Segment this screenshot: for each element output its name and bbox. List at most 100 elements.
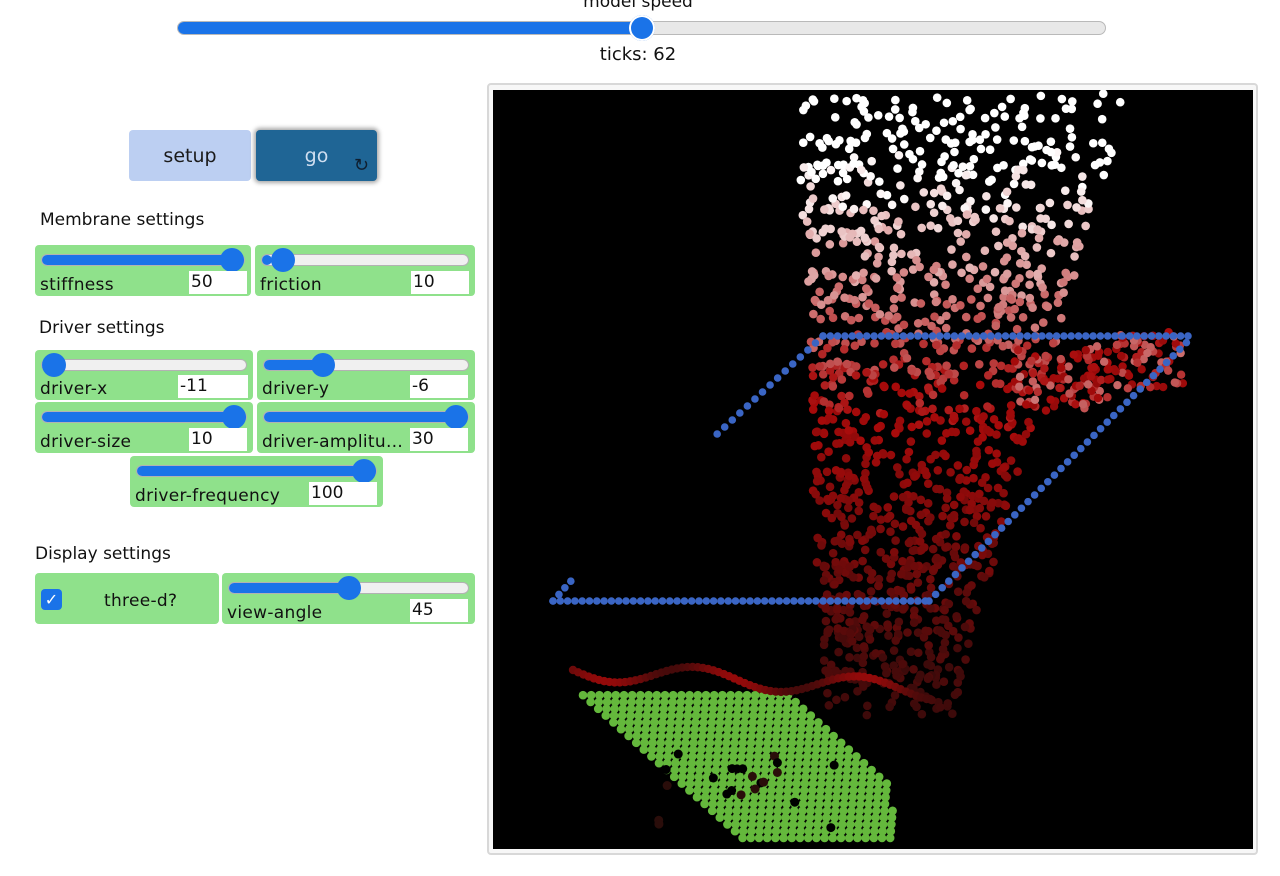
model-speed-thumb[interactable] xyxy=(628,15,655,41)
driver-size-slider[interactable]: driver-size 10 xyxy=(35,402,253,453)
membrane-dot xyxy=(834,427,843,437)
driver-patch-dot xyxy=(674,718,684,727)
membrane-dot xyxy=(1028,303,1037,312)
stiffness-thumb[interactable] xyxy=(220,248,244,272)
view-angle-slider[interactable]: view-angle 45 xyxy=(222,573,475,624)
driver-frequency-slider[interactable]: driver-frequency 100 xyxy=(130,456,383,507)
driver-patch-dot xyxy=(830,806,840,816)
membrane-dot xyxy=(913,578,923,587)
driver-x-value[interactable]: -11 xyxy=(178,375,248,398)
driver-size-thumb[interactable] xyxy=(222,405,246,429)
boundary-dot xyxy=(561,584,569,592)
driver-frequency-track[interactable] xyxy=(136,459,377,483)
view-angle-thumb[interactable] xyxy=(336,576,361,600)
membrane-dot xyxy=(928,544,938,554)
stiffness-track[interactable] xyxy=(41,248,245,272)
driver-patch-dot xyxy=(799,786,809,795)
membrane-dot xyxy=(924,272,933,282)
membrane-dot xyxy=(870,216,879,225)
boundary-dot xyxy=(1070,451,1078,460)
driver-patch-dot xyxy=(859,765,868,775)
membrane-dot xyxy=(847,636,857,646)
membrane-dot xyxy=(1112,340,1122,350)
driver-x-track[interactable] xyxy=(41,353,247,377)
driver-patch-dot xyxy=(859,758,869,768)
driver-patch-dot xyxy=(734,690,744,700)
membrane-dot xyxy=(808,405,818,414)
stiffness-value[interactable]: 50 xyxy=(189,271,247,294)
driver-patch-dot xyxy=(680,745,690,754)
membrane-dot xyxy=(1098,89,1108,99)
world-view[interactable] xyxy=(493,89,1253,849)
membrane-dot xyxy=(887,134,897,143)
membrane-dot xyxy=(1033,269,1042,279)
membrane-dot xyxy=(864,113,873,122)
driver-patch-dot xyxy=(717,697,727,707)
membrane-dot xyxy=(973,561,982,571)
driver-patch-dot xyxy=(701,690,711,700)
driver-patch-dot xyxy=(798,704,808,714)
driver-patch-dot xyxy=(779,826,789,836)
membrane-dot xyxy=(815,287,824,297)
driver-y-slider[interactable]: driver-y -6 xyxy=(257,350,475,400)
friction-track[interactable] xyxy=(261,248,469,272)
boundary-dot xyxy=(1011,511,1019,519)
driver-size-value[interactable]: 10 xyxy=(189,428,247,451)
driver-patch-dot xyxy=(733,704,742,714)
boundary-dot xyxy=(751,395,759,403)
membrane-dot xyxy=(1039,318,1048,327)
view-angle-track[interactable] xyxy=(228,576,469,600)
boundary-dot xyxy=(796,353,805,361)
driver-patch-dot xyxy=(870,820,880,829)
friction-thumb[interactable] xyxy=(271,248,296,272)
driver-patch-dot xyxy=(816,779,826,788)
driver-patch-dot xyxy=(647,745,657,754)
boundary-dot xyxy=(951,570,960,579)
membrane-dot xyxy=(844,471,854,481)
driver-patch-dot xyxy=(706,724,716,734)
driver-amplitude-track[interactable] xyxy=(263,405,469,429)
stiffness-slider[interactable]: stiffness 50 xyxy=(35,245,251,296)
membrane-dot xyxy=(854,632,864,642)
three-d-checkbox[interactable]: ✓ xyxy=(41,589,62,610)
driver-patch-dot xyxy=(726,690,735,700)
driver-y-track[interactable] xyxy=(263,353,469,377)
driver-y-value[interactable]: -6 xyxy=(410,375,468,398)
membrane-dot xyxy=(961,312,971,322)
membrane-dot xyxy=(1129,342,1139,351)
driver-patch-dot xyxy=(714,731,724,741)
driver-patch-dot xyxy=(764,724,773,734)
driver-patch-dot xyxy=(878,820,888,829)
friction-slider[interactable]: friction 10 xyxy=(255,245,475,296)
friction-value[interactable]: 10 xyxy=(411,271,469,294)
membrane-dot xyxy=(852,93,861,103)
driver-patch-dot xyxy=(764,813,774,822)
driver-amplitude-slider[interactable]: driver-amplitu… 30 xyxy=(257,402,475,453)
driver-patch-dot xyxy=(675,704,685,714)
driver-frequency-value[interactable]: 100 xyxy=(309,482,377,505)
driver-amplitude-value[interactable]: 30 xyxy=(410,428,468,451)
driver-frequency-thumb[interactable] xyxy=(352,459,376,483)
view-angle-value[interactable]: 45 xyxy=(410,599,468,622)
driver-y-thumb[interactable] xyxy=(310,353,335,377)
model-speed-slider[interactable] xyxy=(177,15,1106,41)
membrane-dot xyxy=(960,622,970,632)
membrane-dot xyxy=(961,252,971,262)
driver-x-slider[interactable]: driver-x -11 xyxy=(35,350,253,400)
driver-x-thumb[interactable] xyxy=(42,353,66,377)
membrane-dot xyxy=(962,465,972,475)
driver-size-track[interactable] xyxy=(41,405,247,429)
three-d-switch[interactable]: three-d? xyxy=(35,573,219,624)
membrane-dot xyxy=(1037,158,1047,168)
driver-patch-dot xyxy=(820,738,830,748)
go-button[interactable]: go ↻ xyxy=(256,130,377,181)
membrane-dot xyxy=(865,635,875,644)
membrane-dot xyxy=(993,483,1003,493)
setup-button[interactable]: setup xyxy=(129,130,251,181)
membrane-dot xyxy=(985,145,995,154)
driver-patch-dot xyxy=(719,765,729,775)
driver-patch-dot xyxy=(739,731,748,741)
driver-amplitude-thumb[interactable] xyxy=(444,405,468,429)
boundary-dot xyxy=(1063,458,1072,466)
membrane-dot xyxy=(1158,382,1168,392)
